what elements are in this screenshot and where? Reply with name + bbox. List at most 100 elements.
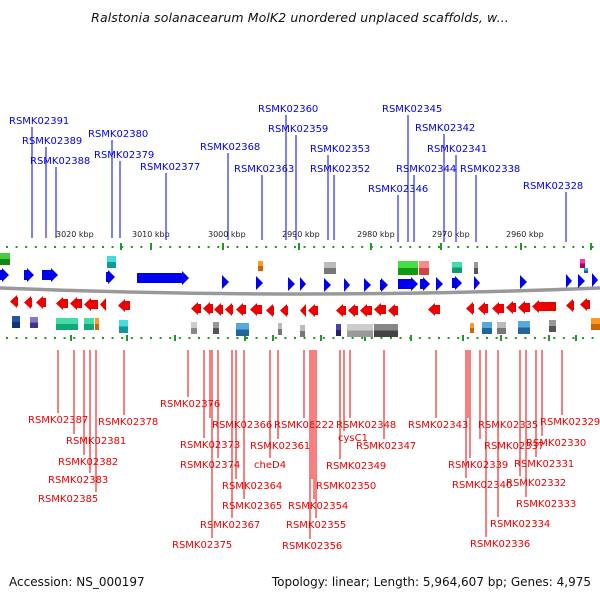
scale-dot	[265, 246, 268, 248]
reverse-gene-label: RSMK02354	[288, 501, 348, 512]
scale-dot	[322, 246, 325, 248]
lower-scale-dot	[322, 337, 325, 339]
feature-block-lower	[482, 328, 492, 334]
lower-scale-dot	[591, 337, 594, 339]
lower-scale-dot	[313, 337, 316, 339]
reverse-gene-label: cheD4	[254, 460, 286, 471]
forward-gene-label: RSMK02379	[94, 150, 154, 161]
scale-dot	[44, 246, 47, 248]
reverse-gene-label: RSMK02337	[484, 441, 544, 452]
scale-dot	[54, 246, 56, 248]
feature-block-lower	[30, 322, 38, 328]
forward-gene	[106, 270, 115, 284]
scale-dot	[246, 246, 248, 248]
lower-scale-dot	[6, 337, 8, 339]
genome-summary: Topology: linear; Length: 5,964,607 bp; …	[271, 575, 591, 589]
lower-scale-dot	[534, 337, 536, 339]
scale-dot	[418, 246, 421, 248]
lower-scale-dot	[121, 337, 124, 339]
scale-dot	[332, 246, 335, 248]
lower-scale-dot	[428, 337, 431, 339]
forward-gene-label: RSMK02360	[258, 104, 318, 115]
lower-scale-dot	[361, 337, 364, 339]
lower-major-tick	[174, 335, 176, 341]
scale-dot	[447, 246, 450, 248]
feature-block	[584, 270, 588, 273]
feature-block-lower	[84, 324, 94, 330]
lower-scale-dot	[390, 337, 392, 339]
reverse-gene-label: RSMK02350	[316, 481, 376, 492]
lower-scale-dot	[505, 337, 508, 339]
lower-scale-dot	[198, 337, 200, 339]
feature-block-lower	[336, 324, 341, 330]
scale-dot	[15, 246, 18, 248]
feature-block	[474, 268, 478, 274]
feature-block-lower	[374, 324, 398, 331]
scale-dot	[92, 246, 95, 248]
reverse-gene	[308, 304, 318, 317]
lower-major-tick	[548, 335, 550, 341]
feature-block-lower	[497, 328, 506, 334]
feature-block	[580, 259, 585, 264]
reverse-gene	[466, 302, 474, 315]
scale-dot	[284, 246, 287, 248]
feature-block	[107, 256, 116, 262]
lower-major-tick	[462, 335, 464, 341]
feature-block-lower	[30, 317, 38, 323]
lower-scale-dot	[140, 337, 143, 339]
forward-gene-label: RSMK02368	[200, 142, 260, 153]
lower-scale-dot	[370, 337, 373, 339]
forward-gene	[578, 274, 585, 288]
feature-block-lower	[347, 330, 373, 337]
scale-dot	[524, 246, 527, 248]
feature-block-lower	[374, 330, 398, 337]
lower-scale-dot	[466, 337, 469, 339]
reverse-gene-label: cysC1	[338, 433, 368, 444]
lower-scale-dot	[150, 337, 152, 339]
reverse-gene-label: RSMK02365	[222, 501, 282, 512]
reverse-gene	[56, 297, 68, 310]
feature-block	[452, 262, 462, 268]
lower-scale-dot	[457, 337, 460, 339]
scale-dot	[121, 246, 124, 248]
scale-dot	[591, 246, 594, 248]
lower-major-tick	[320, 335, 322, 341]
reverse-gene-label: RSMK02387	[28, 415, 88, 426]
lower-scale-dot	[15, 337, 18, 339]
scale-dot	[505, 246, 508, 248]
scale-dot	[399, 246, 402, 248]
feature-block-lower	[213, 328, 219, 334]
forward-gene	[398, 277, 418, 291]
scale-dot	[6, 246, 8, 248]
lower-scale-dot	[217, 337, 220, 339]
feature-block	[398, 261, 418, 268]
feature-block	[419, 268, 429, 275]
feature-block-lower	[278, 323, 282, 329]
scale-dot	[534, 246, 536, 248]
feature-block-lower	[591, 318, 600, 324]
scale-major-tick	[370, 243, 372, 250]
feature-block	[419, 261, 429, 268]
reverse-gene	[118, 299, 130, 312]
scale-dot	[438, 246, 440, 248]
reverse-gene	[360, 304, 372, 317]
feature-block-lower	[191, 328, 197, 334]
forward-gene-label: RSMK02389	[22, 136, 82, 147]
lower-scale-dot	[514, 337, 517, 339]
feature-block-lower	[278, 329, 282, 335]
reverse-gene	[203, 302, 213, 315]
forward-gene-label: RSMK02338	[460, 164, 520, 175]
reverse-gene	[300, 304, 306, 317]
feature-block-lower	[549, 326, 556, 332]
forward-gene-label: RSMK02341	[427, 144, 487, 155]
scale-dot	[25, 246, 28, 248]
lower-scale-dot	[63, 337, 66, 339]
lower-major-tick	[410, 335, 412, 341]
scale-dot	[351, 246, 354, 248]
scale-dot	[111, 246, 114, 248]
scale-major-tick	[520, 243, 522, 250]
lower-scale-dot	[524, 337, 527, 339]
reverse-gene	[84, 298, 98, 311]
scale-dot	[303, 246, 306, 248]
